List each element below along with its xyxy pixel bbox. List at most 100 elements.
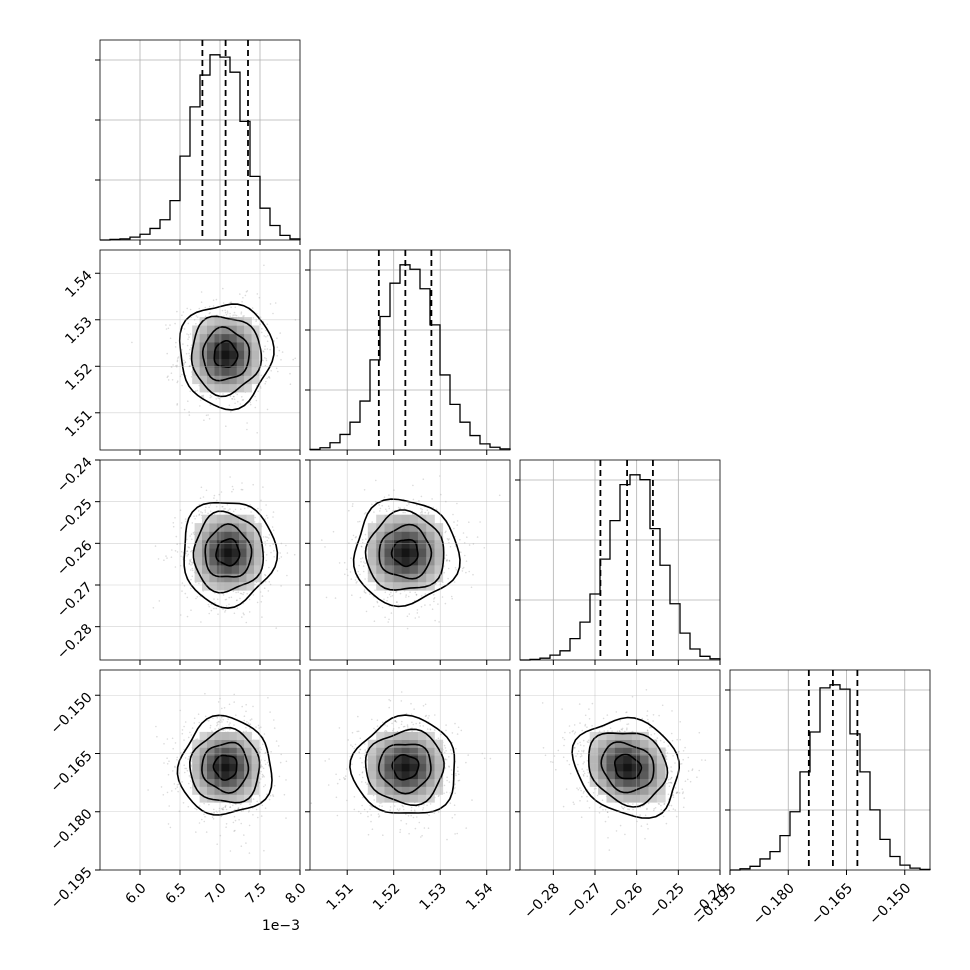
scatter-point	[231, 398, 233, 400]
scatter-point	[264, 763, 267, 766]
scatter-point	[222, 287, 224, 290]
scatter-point	[177, 357, 179, 359]
scatter-point	[398, 727, 400, 729]
scatter-point	[254, 516, 256, 519]
scatter-point	[256, 601, 259, 604]
scatter-point	[646, 807, 648, 810]
scatter-point	[166, 352, 168, 355]
scatter-point	[174, 322, 176, 325]
scatter-point	[419, 722, 421, 724]
scatter-point	[447, 577, 449, 580]
density-cell	[401, 539, 410, 549]
panel-frame	[519, 669, 721, 871]
scatter-point	[264, 518, 267, 520]
scatter-point	[363, 590, 366, 593]
density-cell	[214, 358, 223, 368]
scatter-point	[264, 573, 266, 576]
scatter-point	[264, 574, 267, 577]
scatter-point	[426, 509, 429, 512]
scatter-point	[234, 808, 236, 811]
scatter-point	[363, 561, 365, 563]
density-cell	[239, 548, 247, 557]
density-cell	[598, 731, 607, 740]
density-cell	[229, 763, 237, 772]
scatter-point	[172, 747, 174, 750]
scatter-point	[231, 485, 234, 488]
scatter-point	[267, 376, 270, 379]
scatter-point	[176, 551, 179, 553]
panel-frame	[99, 39, 301, 241]
density-cell	[207, 367, 215, 376]
density-cell	[199, 763, 208, 772]
scatter-point	[373, 799, 376, 801]
density-cell	[246, 565, 255, 574]
scatter-point	[429, 728, 432, 730]
scatter-point	[184, 771, 186, 774]
density-cell	[598, 786, 607, 795]
scatter-point	[189, 560, 191, 563]
scatter-point	[405, 594, 408, 596]
scatter-point	[167, 327, 170, 330]
scatter-point	[583, 749, 585, 752]
scatter-point	[407, 727, 409, 730]
scatter-point	[668, 781, 670, 784]
scatter-point	[245, 726, 247, 729]
scatter-point	[264, 541, 266, 543]
scatter-point	[263, 785, 265, 788]
scatter-point	[262, 359, 264, 362]
scatter-point	[427, 827, 430, 829]
scatter-point	[226, 503, 229, 506]
density-cell	[401, 778, 410, 787]
scatter-point	[172, 525, 175, 528]
density-cell	[384, 548, 394, 557]
scatter-point	[395, 601, 398, 603]
scatter-point	[351, 538, 353, 541]
scatter-point	[243, 591, 245, 594]
density-cell	[254, 565, 262, 574]
scatter-point	[591, 702, 594, 705]
scatter-point	[266, 334, 269, 337]
scatter-point	[228, 596, 230, 599]
density-cell	[417, 755, 427, 764]
scatter-point	[252, 594, 255, 596]
density-cell	[656, 778, 666, 787]
scatter-point	[620, 806, 623, 808]
scatter-point	[174, 742, 177, 744]
scatter-point	[335, 796, 338, 799]
density-cell	[209, 573, 218, 583]
scatter-point	[195, 515, 198, 517]
scatter-point	[229, 476, 231, 478]
scatter-point	[220, 491, 223, 493]
scatter-point	[155, 725, 157, 728]
scatter-point	[222, 729, 225, 731]
scatter-point	[454, 783, 456, 785]
scatter-point	[237, 400, 239, 403]
density-cell	[631, 731, 641, 740]
scatter-point	[186, 769, 189, 772]
scatter-point	[292, 358, 295, 361]
scatter-point	[246, 721, 248, 723]
density-cell	[640, 739, 649, 748]
scatter-point	[212, 717, 214, 719]
scatter-point	[260, 499, 262, 502]
density-cell	[221, 350, 230, 360]
scatter-point	[200, 621, 202, 623]
scatter-point	[393, 805, 396, 807]
scatter-point	[184, 721, 187, 723]
scatter-point	[421, 510, 423, 512]
density-cell	[229, 739, 237, 748]
density-cell	[244, 755, 252, 764]
density-panel-1-0	[99, 249, 301, 451]
scatter-point	[204, 511, 207, 513]
scatter-point	[562, 805, 565, 808]
density-cell	[254, 548, 262, 557]
scatter-point	[421, 513, 424, 516]
scatter-point	[670, 777, 673, 779]
density-cell	[401, 731, 410, 740]
scatter-point	[234, 392, 237, 394]
scatter-point	[399, 592, 402, 595]
scatter-point	[670, 782, 673, 784]
scatter-point	[204, 692, 206, 695]
scatter-point	[350, 744, 352, 746]
scatter-point	[257, 390, 260, 393]
